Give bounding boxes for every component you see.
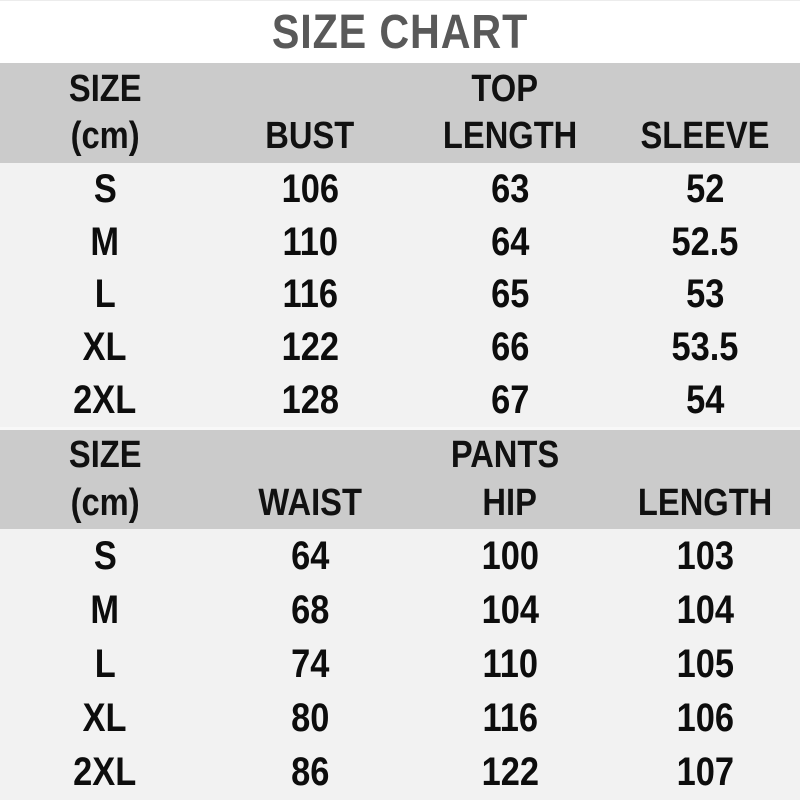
pants-group-label: PANTS — [450, 434, 560, 477]
table-row: M 68 104 104 — [0, 583, 800, 637]
size-header-label: SIZE — [68, 434, 142, 477]
top-section-header: SIZE TOP (cm) BUST LENGTH SLEEVE — [0, 63, 800, 163]
size-cell: L — [94, 641, 116, 686]
table-cell: 116 — [482, 696, 538, 741]
size-unit-label: (cm) — [70, 481, 140, 524]
size-cell: S — [93, 166, 117, 211]
size-cell: XL — [83, 325, 127, 370]
size-cell: L — [94, 272, 116, 317]
table-cell: 104 — [481, 587, 539, 632]
pants-section-header: SIZE PANTS (cm) WAIST HIP LENGTH — [0, 427, 800, 529]
table-cell: 107 — [676, 750, 734, 795]
table-cell: 122 — [481, 750, 539, 795]
table-cell: 100 — [481, 533, 539, 578]
top-rows: S 106 63 52 M 110 64 52.5 L 116 65 53 XL… — [0, 163, 800, 427]
table-cell: 116 — [282, 272, 338, 317]
column-header-bust: BUST — [265, 115, 355, 158]
table-row: L 74 110 105 — [0, 637, 800, 691]
table-row: M 110 64 52.5 — [0, 216, 800, 269]
table-cell: 110 — [282, 219, 338, 264]
table-cell: 106 — [676, 696, 734, 741]
table-cell: 53.5 — [671, 325, 739, 370]
table-row: XL 122 66 53.5 — [0, 321, 800, 374]
column-header-length: LENGTH — [637, 481, 773, 524]
top-group-label: TOP — [471, 67, 539, 110]
table-cell: 74 — [290, 641, 330, 686]
table-cell: 104 — [676, 587, 734, 632]
table-cell: 66 — [490, 325, 530, 370]
column-header-length: LENGTH — [442, 115, 578, 158]
table-cell: 67 — [490, 378, 530, 423]
size-unit-label: (cm) — [70, 115, 140, 158]
table-cell: 65 — [490, 272, 530, 317]
column-header-waist: WAIST — [258, 481, 362, 524]
size-cell: S — [93, 533, 117, 578]
size-cell: M — [90, 219, 120, 264]
table-cell: 53 — [685, 272, 725, 317]
pants-rows: S 64 100 103 M 68 104 104 L 74 110 105 X… — [0, 529, 800, 800]
table-cell: 110 — [482, 641, 538, 686]
column-header-sleeve: SLEEVE — [640, 115, 770, 158]
size-cell: XL — [83, 696, 127, 741]
table-cell: 63 — [490, 166, 530, 211]
table-cell: 103 — [676, 533, 734, 578]
table-row: S 64 100 103 — [0, 529, 800, 583]
table-row: XL 80 116 106 — [0, 692, 800, 746]
table-cell: 86 — [290, 750, 330, 795]
table-cell: 68 — [290, 587, 330, 632]
chart-title: SIZE CHART — [271, 5, 529, 59]
table-cell: 106 — [281, 166, 339, 211]
size-cell: M — [90, 587, 120, 632]
table-cell: 52.5 — [671, 219, 739, 264]
table-row: L 116 65 53 — [0, 269, 800, 322]
size-cell: 2XL — [73, 378, 137, 423]
table-cell: 52 — [685, 166, 725, 211]
table-cell: 64 — [290, 533, 330, 578]
column-header-hip: HIP — [482, 481, 538, 524]
table-row: 2XL 86 122 107 — [0, 746, 800, 800]
chart-title-bar: SIZE CHART — [0, 1, 800, 63]
table-cell: 80 — [290, 696, 330, 741]
table-row: 2XL 128 67 54 — [0, 374, 800, 427]
table-cell: 128 — [281, 378, 339, 423]
table-row: S 106 63 52 — [0, 163, 800, 216]
size-header-label: SIZE — [68, 67, 142, 110]
table-cell: 54 — [685, 378, 725, 423]
table-cell: 122 — [281, 325, 339, 370]
table-cell: 64 — [490, 219, 530, 264]
table-cell: 105 — [676, 641, 734, 686]
size-cell: 2XL — [73, 750, 137, 795]
